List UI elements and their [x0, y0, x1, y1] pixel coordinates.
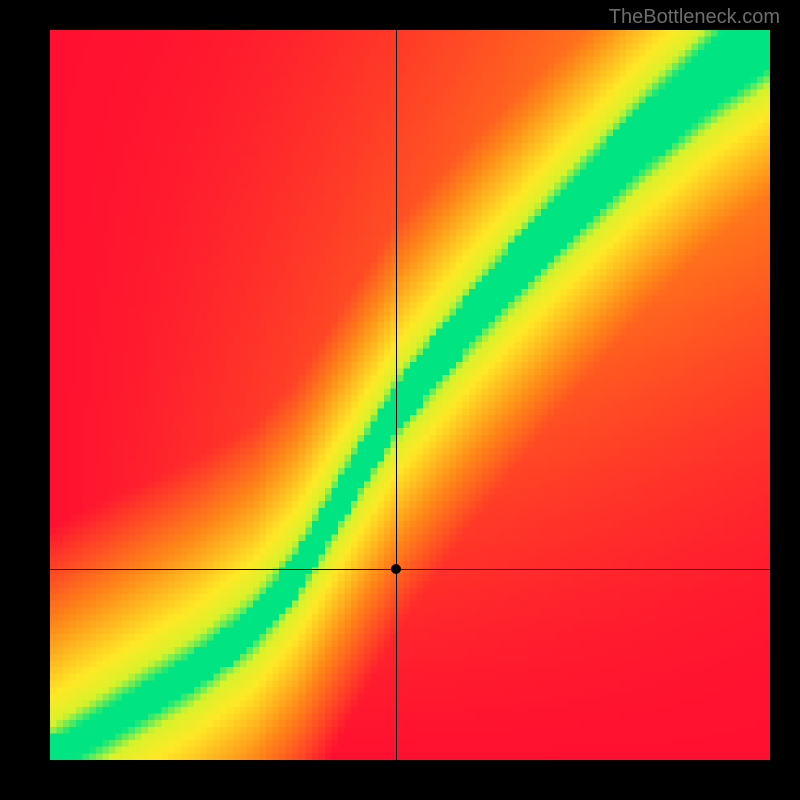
heatmap-canvas [50, 30, 770, 760]
crosshair-marker [391, 564, 401, 574]
crosshair-horizontal [50, 569, 770, 570]
heatmap-chart [50, 30, 770, 760]
crosshair-vertical [396, 30, 397, 760]
watermark-text: TheBottleneck.com [609, 6, 780, 29]
chart-container: TheBottleneck.com [0, 0, 800, 800]
